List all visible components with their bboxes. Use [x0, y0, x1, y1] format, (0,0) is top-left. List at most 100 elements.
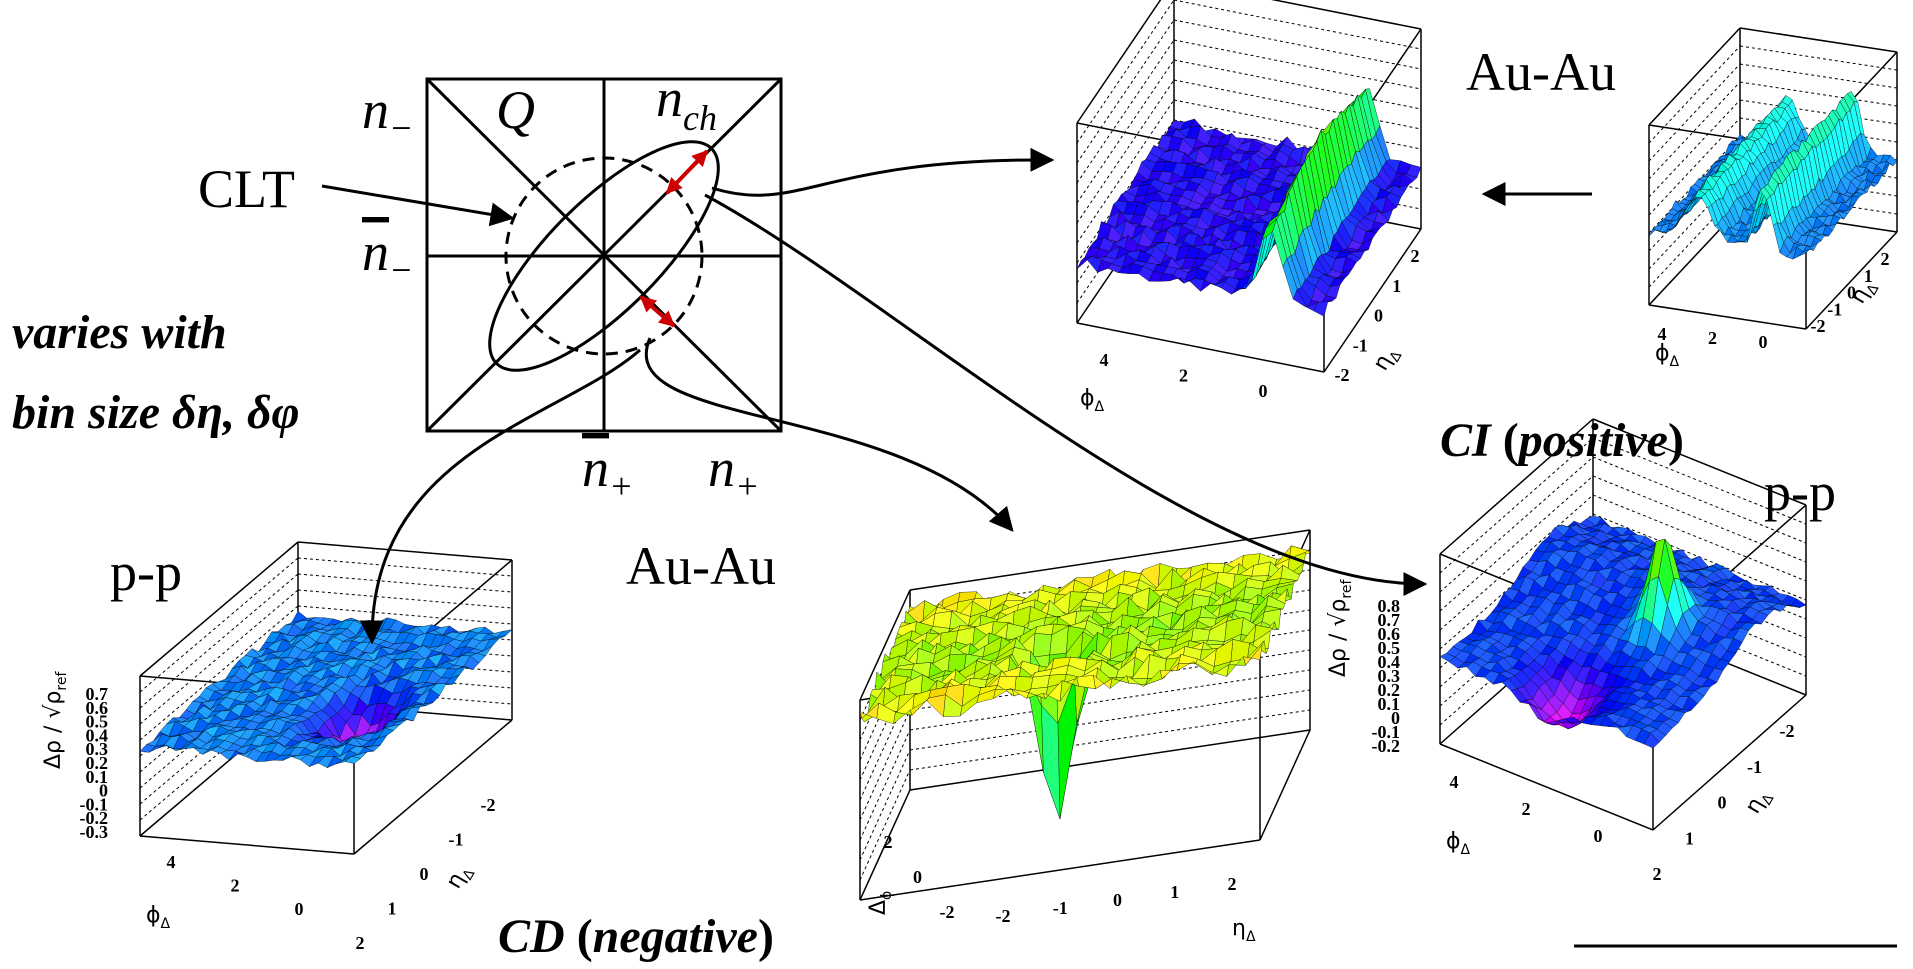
- y-tick-label: 2: [356, 933, 365, 953]
- surface-cell: [927, 695, 946, 717]
- x-axis-label-sub: Δ: [1670, 354, 1680, 370]
- y-tick-label: 2: [1653, 864, 1662, 884]
- box-edge: [1174, 0, 1421, 29]
- y-tick-label: -2: [1335, 365, 1350, 385]
- y-tick-label: 0: [1374, 306, 1383, 326]
- y-tick-label: -2: [996, 906, 1011, 926]
- q-label: Q: [496, 80, 535, 140]
- wall-line: [1174, 20, 1421, 69]
- x-axis-label: ϕΔ: [1446, 829, 1471, 858]
- y-tick-label: 1: [1392, 276, 1401, 296]
- surface-plot: 420-2-1012ϕΔηΔ: [1649, 28, 1897, 370]
- wall-line: [1649, 46, 1740, 143]
- x-axis-label-main: Δ: [866, 900, 891, 915]
- n-minus: n−: [362, 80, 413, 148]
- x-tick-label: 4: [1100, 350, 1109, 370]
- x-axis-label: ϕΔ: [1080, 386, 1105, 415]
- nbar-plus: n+: [582, 438, 633, 506]
- box-edge: [1649, 305, 1806, 329]
- x-axis-label-main: ϕ: [1080, 386, 1095, 411]
- x-tick-label: 4: [167, 852, 176, 872]
- y-tick-label: -1: [1353, 335, 1368, 355]
- wall-line: [1740, 64, 1897, 88]
- wall-line: [1174, 80, 1421, 129]
- x-axis-label-main: ϕ: [1446, 829, 1461, 854]
- y-tick-label: 1: [388, 899, 397, 919]
- x-tick-label: 2: [231, 876, 240, 896]
- box-edge: [298, 542, 512, 560]
- box-edge: [1440, 744, 1653, 830]
- box-edge: [1260, 730, 1310, 840]
- wall-line: [1174, 40, 1421, 89]
- z-axis-label-main: Δρ / √ρ: [1326, 599, 1351, 677]
- surface-cell: [1191, 628, 1210, 642]
- box-edge: [1649, 28, 1740, 125]
- x-tick-label: -2: [940, 902, 955, 922]
- x-axis-label: Δϕ: [866, 891, 895, 915]
- x-axis-label-sub: Δ: [1095, 399, 1105, 415]
- x-tick-label: 0: [913, 867, 922, 887]
- x-axis-label: ϕΔ: [1655, 341, 1680, 370]
- x-tick-label: 2: [1179, 366, 1188, 386]
- cd-label: CD (negative): [498, 910, 774, 963]
- y-tick-label: -1: [1827, 299, 1842, 319]
- n-plus: n+: [708, 438, 759, 506]
- wall-line: [860, 770, 910, 880]
- wall-line: [1740, 82, 1897, 106]
- ci-label: CI (positive): [1440, 414, 1684, 467]
- title-pp-left: p-p: [110, 542, 182, 602]
- z-axis-label-sub: ref: [1339, 579, 1355, 599]
- box-edge: [1806, 232, 1897, 329]
- y-tick-label: -2: [1780, 721, 1795, 741]
- z-tick-label: -0.3: [80, 822, 109, 842]
- y-axis-label-main: η: [1232, 916, 1246, 941]
- note-line-1: varies with: [12, 306, 227, 359]
- y-axis-label-sub: Δ: [1246, 929, 1256, 945]
- surface-plot: 420-2-10120.70.60.50.40.30.20.10-0.1-0.2…: [41, 542, 512, 953]
- y-tick-label: 2: [1228, 874, 1237, 894]
- surface-cell: [1031, 675, 1050, 689]
- y-tick-label: -1: [1053, 898, 1068, 918]
- x-tick-label: 2: [1522, 799, 1531, 819]
- wall-line: [1740, 46, 1897, 70]
- surface-plot: 420-2-1012ϕΔηΔ: [1077, 0, 1421, 415]
- y-tick-label: 0: [420, 864, 429, 884]
- clt-label: CLT: [198, 159, 295, 219]
- nbar-minus: n−: [362, 222, 413, 290]
- wall-line: [860, 710, 910, 820]
- x-tick-label: 0: [1759, 332, 1768, 352]
- x-axis-label-sub: Δ: [161, 916, 171, 932]
- x-tick-label: 2: [1708, 328, 1717, 348]
- y-tick-label: 0: [1113, 890, 1122, 910]
- x-tick-label: 0: [295, 899, 304, 919]
- y-axis-label: ηΔ: [1369, 342, 1406, 377]
- surface-plots: 420-2-1012ϕΔηΔ420-2-1012ϕΔηΔ420-2-10120.…: [41, 0, 1897, 953]
- x-tick-label: 4: [1450, 772, 1459, 792]
- x-axis-label-main: ϕ: [1655, 341, 1670, 366]
- note-line-2: bin size δη, δφ: [12, 386, 300, 439]
- y-axis-label: ηΔ: [1741, 785, 1778, 820]
- x-axis-label-sub: Δ: [1461, 842, 1471, 858]
- z-tick-label: -0.2: [1372, 736, 1401, 756]
- y-tick-label: -1: [1747, 757, 1762, 777]
- y-tick-label: 1: [1170, 882, 1179, 902]
- y-tick-label: 1: [1685, 828, 1694, 848]
- z-axis-label-main: Δρ / √ρ: [41, 691, 66, 769]
- wall-line: [910, 710, 1310, 770]
- quadrant-diagram: [427, 79, 781, 431]
- wall-line: [298, 574, 512, 592]
- surface-cell: [1033, 633, 1052, 657]
- z-axis-label: Δρ / √ρref: [41, 671, 70, 769]
- y-tick-label: -1: [449, 830, 464, 850]
- y-tick-label: -2: [481, 795, 496, 815]
- x-axis-label-sub: ϕ: [879, 891, 895, 900]
- x-axis-label-main: ϕ: [146, 903, 161, 928]
- title-pp-right: p-p: [1764, 462, 1836, 522]
- wall-line: [1649, 64, 1740, 161]
- box-edge: [1740, 28, 1897, 52]
- x-tick-label: 2: [884, 832, 893, 852]
- wall-line: [298, 590, 512, 608]
- wall-line: [1174, 0, 1421, 49]
- z-axis-label-sub: ref: [54, 671, 70, 691]
